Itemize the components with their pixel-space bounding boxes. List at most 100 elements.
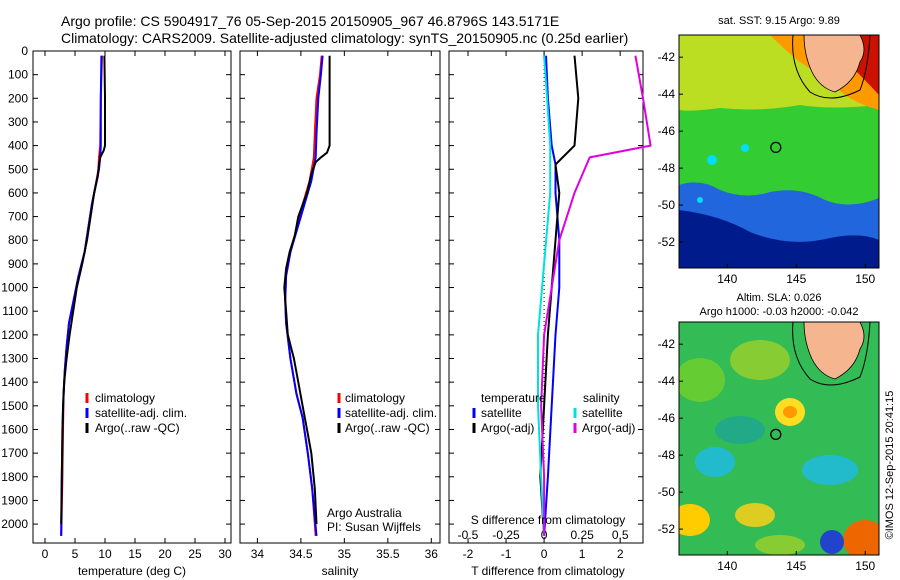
t-diff-tick-label: 1 (579, 547, 586, 561)
sst-isobath (792, 35, 871, 99)
y-tick-label: 0 (21, 44, 28, 58)
lat-tick-label: -50 (658, 198, 676, 212)
series-line-satellite-adj-clim (284, 55, 324, 536)
y-tick-label: 300 (8, 115, 28, 129)
y-tick-label: 1700 (1, 446, 28, 460)
sst-map-title: sat. SST: 9.15 Argo: 9.89 (718, 15, 840, 27)
difference-panel: -2 -1 0 1 2 -0.5 -0.25 0 0.25 0.5 temperature sa… (448, 50, 652, 578)
x-tick-label: 30 (218, 547, 232, 561)
sla-blob (802, 455, 858, 485)
legend-label-climatology: climatology (95, 391, 155, 405)
temperature-y-ticks: 0 100 200 300 400 500 600 700 800 900 1000 1100 1200… (1, 44, 231, 531)
sst-speck (707, 155, 717, 165)
x-tick-label: 20 (158, 547, 172, 561)
y-tick-label: 200 (8, 91, 28, 105)
sla-blob (843, 520, 879, 555)
s-diff-tick-label: -0.25 (492, 528, 520, 542)
s-diff-tick-label: -0.5 (458, 528, 479, 542)
sst-speck (697, 197, 703, 203)
sla-blob (755, 535, 805, 555)
sla-blob (730, 340, 790, 380)
salinity-axes-frame (239, 50, 441, 544)
x-tick-label: 15 (128, 547, 142, 561)
lon-tick-label: 145 (786, 272, 806, 286)
legend-label-s-argo: Argo(-adj) (582, 421, 635, 435)
footer-timestamp: ©IMOS 12-Sep-2015 20:41:15 (884, 391, 896, 540)
legend-title-salinity: salinity (583, 391, 620, 405)
salinity-panel: 34 34.5 35 35.5 36 climatology satellite-adj… (239, 50, 441, 578)
y-tick-label: 1300 (1, 352, 28, 366)
y-tick-label: 2000 (1, 517, 28, 531)
y-tick-label: 1600 (1, 422, 28, 436)
sla-map-panel: Altim. SLA: 0.026 Argo h1000: -0.03 h200… (658, 292, 880, 573)
legend-label-argo: Argo(..raw -QC) (95, 421, 180, 435)
series-line-s-satellite (537, 55, 552, 536)
difference-s-ticks: -0.5 -0.25 0 0.25 0.5 (458, 528, 629, 542)
sla-isobath (792, 322, 871, 386)
t-diff-tick-label: 0 (541, 547, 548, 561)
sla-map-subtitle: Argo h1000: -0.03 h2000: -0.042 (699, 306, 858, 318)
y-tick-label: 1000 (1, 281, 28, 295)
sla-blob (820, 530, 844, 554)
title-line-2: Climatology: CARS2009. Satellite-adjuste… (61, 30, 628, 46)
lat-tick-label: -48 (658, 161, 676, 175)
difference-t-ticks: -2 -1 0 1 2 (463, 51, 624, 561)
y-tick-label: 1200 (1, 328, 28, 342)
sla-map-title: Altim. SLA: 0.026 (737, 292, 822, 304)
legend-label-climatology: climatology (345, 391, 405, 405)
t-diff-tick-label: -1 (501, 547, 512, 561)
difference-y-tickmarks (449, 50, 643, 525)
lat-tick-label: -52 (658, 235, 676, 249)
legend-label-argo: Argo(..raw -QC) (345, 421, 430, 435)
lat-tick-label: -42 (658, 50, 676, 64)
lon-tick-label: 150 (855, 272, 875, 286)
y-tick-label: 700 (8, 210, 28, 224)
sst-map-ticks: 140 145 150 -42 -44 -46 -48 -50 -52 (658, 50, 876, 286)
legend-label-satellite: satellite-adj. clim. (95, 406, 187, 420)
y-tick-label: 1800 (1, 470, 28, 484)
lat-tick-label: -50 (658, 485, 676, 499)
x-tick-label: 34.5 (289, 547, 313, 561)
argo-float-marker (770, 141, 782, 154)
y-tick-label: 600 (8, 186, 28, 200)
lon-tick-label: 150 (855, 559, 875, 573)
difference-axes-frame (448, 50, 644, 544)
lat-tick-label: -48 (658, 448, 676, 462)
tasmania-landmass (803, 35, 865, 93)
lon-tick-label: 140 (717, 272, 737, 286)
lat-tick-label: -52 (658, 522, 676, 536)
y-tick-label: 800 (8, 233, 28, 247)
salinity-legend: climatology satellite-adj. clim. Argo(..… (337, 391, 437, 435)
lat-tick-label: -46 (658, 411, 676, 425)
x-tick-label: 25 (188, 547, 202, 561)
difference-s-xlabel: S difference from climatology (471, 513, 626, 527)
legend-label-t-satellite: satellite (481, 406, 522, 420)
temperature-legend: climatology satellite-adj. clim. Argo(..… (85, 391, 187, 435)
sst-map-frame (678, 34, 880, 269)
salinity-xlabel: salinity (322, 564, 359, 578)
x-tick-label: 5 (72, 547, 79, 561)
legend-title-temperature: temperature (481, 391, 546, 405)
temperature-x-ticks: 0 5 10 15 20 25 30 (42, 51, 232, 561)
x-tick-label: 35 (338, 547, 352, 561)
s-diff-tick-label: 0.25 (570, 528, 594, 542)
y-tick-label: 900 (8, 257, 28, 271)
annotation-argo-australia: Argo Australia (327, 506, 402, 520)
series-line-argo-raw-qc (60, 55, 106, 525)
temperature-series (60, 55, 106, 536)
sla-blob (783, 406, 797, 418)
legend-label-s-satellite: satellite (582, 406, 623, 420)
sst-map-field (679, 35, 879, 268)
t-diff-tick-label: 2 (617, 547, 624, 561)
sla-blob (679, 504, 710, 536)
x-tick-label: 10 (98, 547, 112, 561)
y-tick-label: 1400 (1, 375, 28, 389)
x-tick-label: 34 (251, 547, 265, 561)
sla-map-ticks: 140 145 150 -42 -44 -46 -48 -50 -52 (658, 337, 876, 573)
difference-t-xlabel: T difference from climatology (471, 564, 625, 578)
salinity-x-ticks: 34 34.5 35 35.5 36 (251, 51, 439, 561)
lon-tick-label: 140 (717, 559, 737, 573)
x-tick-label: 36 (425, 547, 439, 561)
y-tick-label: 1100 (2, 304, 28, 318)
